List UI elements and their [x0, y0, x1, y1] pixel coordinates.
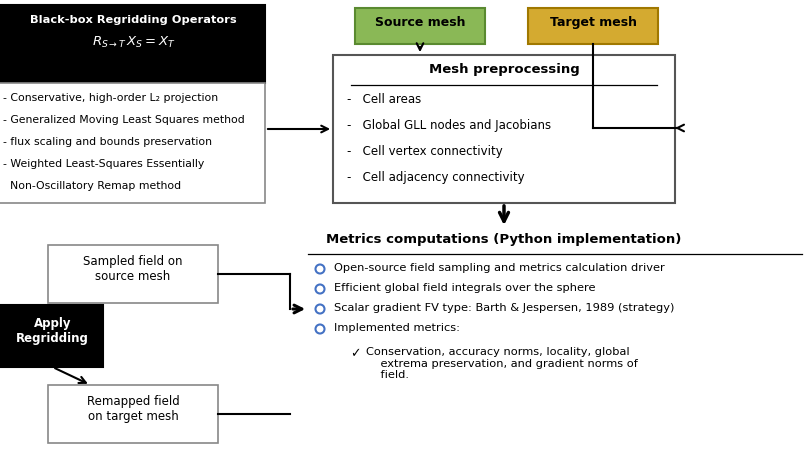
Text: -   Cell areas: - Cell areas: [347, 93, 421, 106]
Bar: [528, 8, 658, 44]
Text: Non-Oscillatory Remap method: Non-Oscillatory Remap method: [3, 181, 181, 191]
Text: Black-box Regridding Operators: Black-box Regridding Operators: [30, 15, 237, 25]
Text: ✓: ✓: [350, 347, 360, 360]
Text: Open-source field sampling and metrics calculation driver: Open-source field sampling and metrics c…: [334, 263, 665, 273]
Bar: [355, 8, 485, 44]
Text: Metrics computations (Python implementation): Metrics computations (Python implementat…: [326, 233, 682, 246]
Text: Implemented metrics:: Implemented metrics:: [334, 323, 460, 333]
Text: - Conservative, high-order L₂ projection: - Conservative, high-order L₂ projection: [3, 93, 218, 103]
Text: Conservation, accuracy norms, locality, global
    extrema preservation, and gra: Conservation, accuracy norms, locality, …: [366, 347, 638, 380]
Bar: [0, 5, 265, 83]
Text: - Weighted Least-Squares Essentially: - Weighted Least-Squares Essentially: [3, 159, 204, 169]
Text: Remapped field
on target mesh: Remapped field on target mesh: [86, 395, 179, 423]
Text: Mesh preprocessing: Mesh preprocessing: [428, 63, 579, 76]
Text: Scalar gradient FV type: Barth & Jespersen, 1989 (strategy): Scalar gradient FV type: Barth & Jespers…: [334, 303, 675, 313]
Text: Sampled field on
source mesh: Sampled field on source mesh: [83, 255, 183, 283]
Bar: [0, 83, 265, 203]
Bar: [333, 55, 675, 203]
Bar: [0, 305, 103, 367]
Text: -   Global GLL nodes and Jacobians: - Global GLL nodes and Jacobians: [347, 119, 551, 132]
Bar: [48, 245, 218, 303]
Text: - Generalized Moving Least Squares method: - Generalized Moving Least Squares metho…: [3, 115, 245, 125]
Text: - flux scaling and bounds preservation: - flux scaling and bounds preservation: [3, 137, 212, 147]
Text: Target mesh: Target mesh: [549, 16, 637, 29]
Text: Efficient global field integrals over the sphere: Efficient global field integrals over th…: [334, 283, 595, 293]
Text: -   Cell vertex connectivity: - Cell vertex connectivity: [347, 145, 503, 158]
Text: Apply
Regridding: Apply Regridding: [16, 317, 89, 345]
Text: -   Cell adjacency connectivity: - Cell adjacency connectivity: [347, 171, 524, 184]
Text: $R_{S\rightarrow T}\, X_S = X_T$: $R_{S\rightarrow T}\, X_S = X_T$: [92, 35, 175, 50]
Text: Source mesh: Source mesh: [375, 16, 465, 29]
Bar: [48, 385, 218, 443]
